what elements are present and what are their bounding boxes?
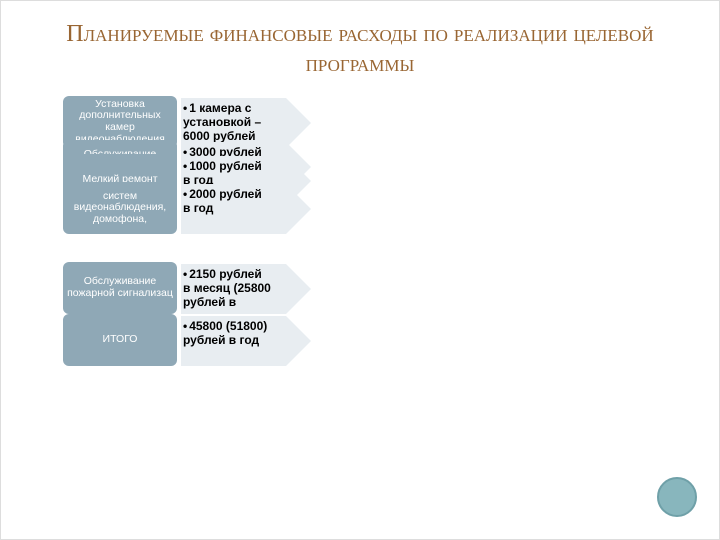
item-label: Установка дополнительных камер видеонабл…	[67, 99, 173, 145]
page-title: Планируемые финансовые расходы по реализ…	[1, 1, 719, 79]
item-label-box: систем видеонаблюдения, домофона,	[63, 182, 177, 234]
item-label-box: Обслуживание пожарной сигнализац	[63, 262, 177, 314]
item-detail: 2150 рублей в месяц (25800 рублей в	[181, 264, 277, 313]
item-detail-wrap: 45800 (51800) рублей в год	[181, 316, 331, 352]
list-item: Обслуживание пожарной сигнализац 2150 ру…	[63, 262, 333, 318]
item-detail-wrap: 1 камера с установкой – 6000 рублей	[181, 98, 331, 147]
item-detail: 1 камера с установкой – 6000 рублей	[181, 98, 277, 147]
item-detail: 2000 рублей в год	[181, 184, 277, 220]
item-detail-wrap: 2000 рублей в год	[181, 184, 331, 220]
slide: Планируемые финансовые расходы по реализ…	[0, 0, 720, 540]
list-item: систем видеонаблюдения, домофона, 2000 р…	[63, 182, 333, 238]
item-label: систем видеонаблюдения, домофона,	[67, 191, 173, 226]
item-detail: 45800 (51800) рублей в год	[181, 316, 277, 352]
item-label: ИТОГО	[103, 334, 138, 346]
smartart-list: Установка дополнительных камер видеонабл…	[63, 96, 363, 416]
item-label: Обслуживание пожарной сигнализац	[67, 276, 173, 299]
item-label-box: ИТОГО	[63, 314, 177, 366]
decorative-dot-icon	[657, 477, 697, 517]
item-detail-wrap: 2150 рублей в месяц (25800 рублей в	[181, 264, 331, 313]
list-item: ИТОГО 45800 (51800) рублей в год	[63, 314, 333, 370]
